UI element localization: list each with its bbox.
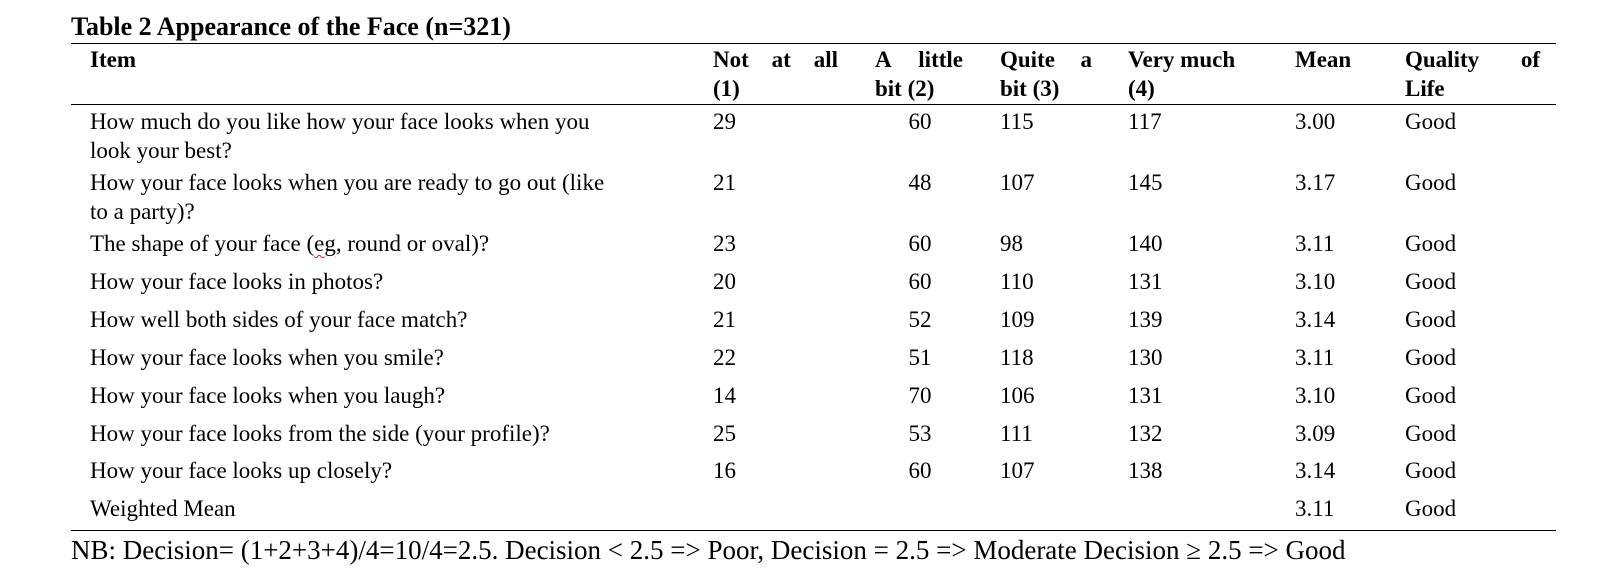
header-very-much-line2: (4) xyxy=(1128,76,1155,101)
row-3-item-post: , round or oval)? xyxy=(335,231,490,256)
row-5-very-much: 139 xyxy=(1128,307,1163,332)
header-not-at-all-line1: Not at all xyxy=(713,47,838,72)
row-4-qol: Good xyxy=(1405,269,1457,294)
row-4-very-much: 131 xyxy=(1128,269,1163,294)
row-6-not-at-all: 22 xyxy=(713,345,736,370)
weighted-mean-value: 3.11 xyxy=(1295,496,1335,521)
row-2-qol: Good xyxy=(1405,170,1457,195)
weighted-mean-label: Weighted Mean xyxy=(90,496,236,521)
header-a-little-line2: bit (2) xyxy=(875,76,935,101)
row-1-item-line2: look your best? xyxy=(90,138,232,163)
row-5-qol: Good xyxy=(1405,307,1457,332)
row-5-mean: 3.14 xyxy=(1295,307,1336,332)
row-5-not-at-all: 21 xyxy=(713,307,736,332)
row-9-not-at-all: 16 xyxy=(713,458,736,483)
header-a-little-line1: A little xyxy=(875,47,963,72)
row-6-quite: 118 xyxy=(1000,345,1034,370)
row-6-a-little: 51 xyxy=(908,345,932,370)
row-7-very-much: 131 xyxy=(1128,383,1163,408)
row-1-very-much: 117 xyxy=(1128,109,1162,134)
top-rule xyxy=(71,43,1556,44)
row-5-quite: 109 xyxy=(1000,307,1035,332)
row-5-item: How well both sides of your face match? xyxy=(90,307,468,332)
row-1-quite: 115 xyxy=(1000,109,1034,134)
row-3-very-much: 140 xyxy=(1128,231,1163,256)
row-4-mean: 3.10 xyxy=(1295,269,1336,294)
row-7-not-at-all: 14 xyxy=(713,383,736,408)
row-3-a-little: 60 xyxy=(908,231,932,256)
row-6-mean: 3.11 xyxy=(1295,345,1335,370)
row-9-very-much: 138 xyxy=(1128,458,1163,483)
row-4-a-little: 60 xyxy=(908,269,932,294)
bottom-rule xyxy=(71,530,1556,531)
row-9-quite: 107 xyxy=(1000,458,1035,483)
row-8-qol: Good xyxy=(1405,421,1457,446)
row-2-quite: 107 xyxy=(1000,170,1035,195)
row-2-mean: 3.17 xyxy=(1295,170,1336,195)
row-7-qol: Good xyxy=(1405,383,1457,408)
weighted-mean-qol: Good xyxy=(1405,496,1457,521)
row-3-qol: Good xyxy=(1405,231,1457,256)
row-1-not-at-all: 29 xyxy=(713,109,736,134)
header-qol-line2: Life xyxy=(1405,76,1445,101)
row-1-qol: Good xyxy=(1405,109,1457,134)
header-rule xyxy=(71,104,1556,105)
row-2-item-line2: to a party)? xyxy=(90,199,195,224)
row-6-very-much: 130 xyxy=(1128,345,1163,370)
row-2-not-at-all: 21 xyxy=(713,170,736,195)
header-quite-line2: bit (3) xyxy=(1000,76,1060,101)
row-4-not-at-all: 20 xyxy=(713,269,736,294)
row-2-very-much: 145 xyxy=(1128,170,1163,195)
row-9-qol: Good xyxy=(1405,458,1457,483)
row-4-item: How your face looks in photos? xyxy=(90,269,384,294)
decision-note: NB: Decision= (1+2+3+4)/4=10/4=2.5. Deci… xyxy=(71,535,1346,565)
header-quite-line1: Quite a xyxy=(1000,47,1092,72)
row-2-a-little: 48 xyxy=(908,170,932,195)
row-7-quite: 106 xyxy=(1000,383,1035,408)
header-not-at-all-line2: (1) xyxy=(713,76,740,101)
row-8-quite: 111 xyxy=(1000,421,1033,446)
row-6-item: How your face looks when you smile? xyxy=(90,345,444,370)
row-4-quite: 110 xyxy=(1000,269,1034,294)
row-7-mean: 3.10 xyxy=(1295,383,1336,408)
row-3-mean: 3.11 xyxy=(1295,231,1335,256)
row-7-item: How your face looks when you laugh? xyxy=(90,383,446,408)
row-8-very-much: 132 xyxy=(1128,421,1163,446)
row-1-item-line1: How much do you like how your face looks… xyxy=(90,109,590,134)
spellcheck-underline: eg xyxy=(314,231,336,256)
row-8-item: How your face looks from the side (your … xyxy=(90,421,550,446)
row-3-not-at-all: 23 xyxy=(713,231,736,256)
row-2-item-line1: How your face looks when you are ready t… xyxy=(90,170,605,195)
row-3-quite: 98 xyxy=(1000,231,1023,256)
header-qol-line1: Quality of xyxy=(1405,47,1540,72)
row-9-item: How your face looks up closely? xyxy=(90,458,393,483)
row-8-not-at-all: 25 xyxy=(713,421,736,446)
row-1-a-little: 60 xyxy=(908,109,932,134)
row-3-item-pre: The shape of your face ( xyxy=(90,231,315,256)
row-3-item: The shape of your face (eg, round or ova… xyxy=(90,229,489,258)
row-1-mean: 3.00 xyxy=(1295,109,1336,134)
row-8-a-little: 53 xyxy=(908,421,932,446)
row-8-mean: 3.09 xyxy=(1295,421,1336,446)
row-6-qol: Good xyxy=(1405,345,1457,370)
row-5-a-little: 52 xyxy=(908,307,932,332)
row-7-a-little: 70 xyxy=(908,383,932,408)
row-9-mean: 3.14 xyxy=(1295,458,1336,483)
header-mean: Mean xyxy=(1295,47,1352,72)
row-9-a-little: 60 xyxy=(908,458,932,483)
header-very-much-line1: Very much xyxy=(1128,47,1236,72)
table-title: Table 2 Appearance of the Face (n=321) xyxy=(71,12,511,41)
header-item: Item xyxy=(90,47,136,72)
